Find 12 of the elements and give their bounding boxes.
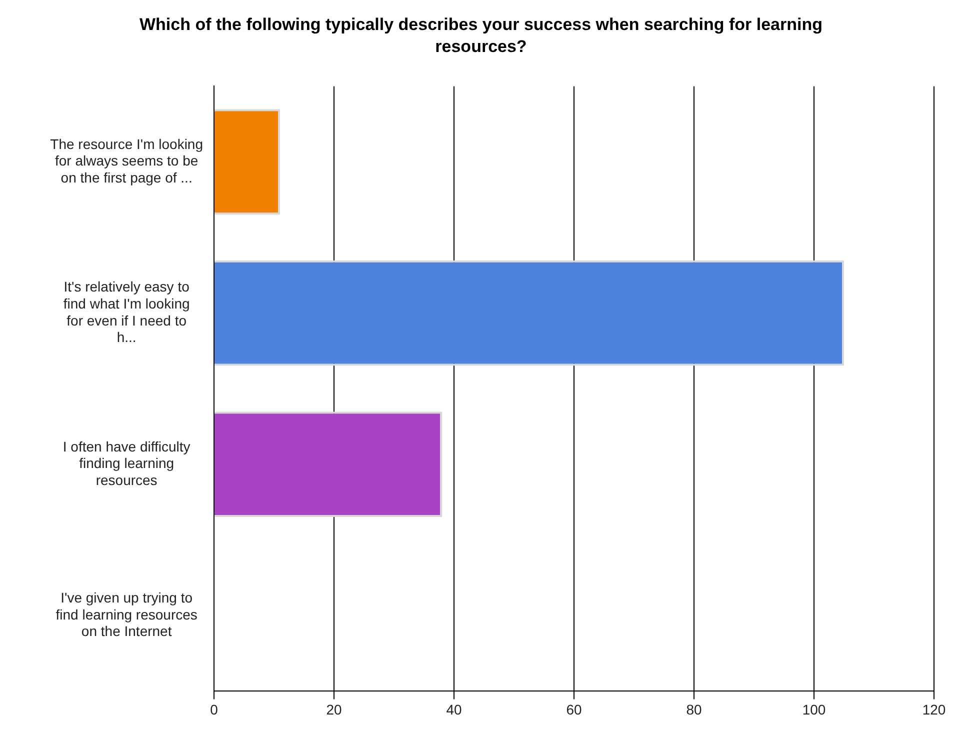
x-tick-label: 0 [210,701,218,718]
y-tick-label: I often have difficulty finding learning resources [62,438,190,488]
y-tick-label: I've given up trying to find learning resources on the Internet [56,590,198,640]
x-tick-label: 40 [446,701,462,718]
x-tick-label: 20 [326,701,342,718]
x-tick-label: 60 [566,701,582,718]
x-tick-label: 80 [686,701,702,718]
x-tick-label: 100 [802,701,826,718]
y-tick-label: The resource I'm looking for always seems to be on the first page of ... [50,136,204,186]
x-tick-label: 120 [922,701,946,718]
chart-title: Which of the following typically describes your success when searching for learning resources? [138,14,824,58]
y-tick-label: It's relatively easy to find what I'm looking for even if I need to h... [63,278,190,346]
